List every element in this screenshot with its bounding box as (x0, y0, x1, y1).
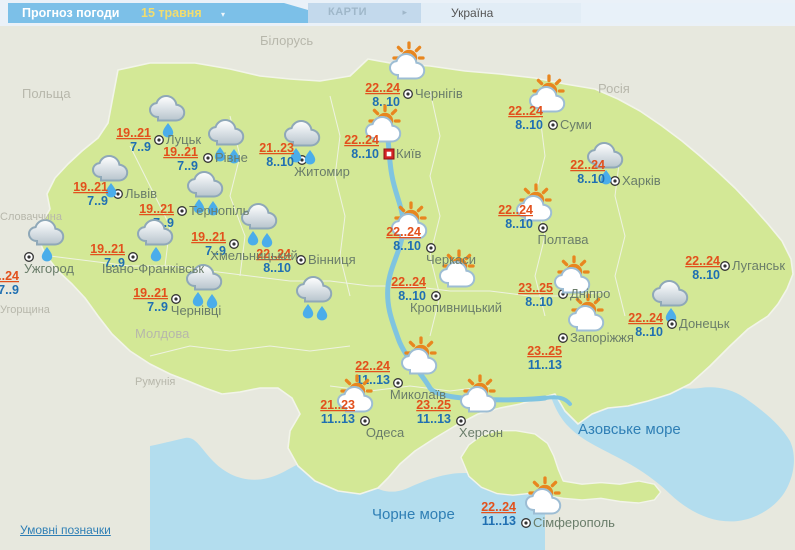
svg-text:11..13: 11..13 (528, 358, 562, 372)
svg-text:19..21: 19..21 (133, 286, 168, 300)
svg-text:19..21: 19..21 (90, 242, 125, 256)
svg-text:8..10: 8..10 (515, 118, 543, 132)
svg-text:22..24: 22..24 (628, 311, 663, 325)
svg-text:8..10: 8..10 (577, 172, 605, 186)
svg-text:22..24: 22..24 (391, 275, 426, 289)
svg-text:22..24: 22..24 (685, 254, 720, 268)
svg-text:22..24: 22..24 (508, 104, 543, 118)
svg-text:22..24: 22..24 (481, 500, 516, 514)
svg-text:7..9: 7..9 (177, 159, 198, 173)
svg-text:8..10: 8..10 (505, 217, 533, 231)
svg-text:23..25: 23..25 (518, 281, 553, 295)
svg-text:7..9: 7..9 (0, 283, 19, 297)
svg-text:22..24: 22..24 (355, 359, 390, 373)
svg-text:7..9: 7..9 (130, 140, 151, 154)
svg-text:8..10: 8..10 (635, 325, 663, 339)
svg-text:19..21: 19..21 (116, 126, 151, 140)
svg-text:8..10: 8..10 (393, 239, 421, 253)
svg-text:8..10: 8..10 (263, 261, 291, 275)
svg-text:8..10: 8..10 (525, 295, 553, 309)
svg-text:8..10: 8..10 (351, 147, 379, 161)
svg-text:22..24: 22..24 (344, 133, 379, 147)
svg-text:22..24: 22..24 (570, 158, 605, 172)
svg-text:22..24: 22..24 (386, 225, 421, 239)
svg-text:19..21: 19..21 (163, 145, 198, 159)
svg-text:19..21: 19..21 (73, 180, 108, 194)
svg-text:11..13: 11..13 (482, 514, 516, 528)
svg-text:19..21: 19..21 (191, 230, 226, 244)
svg-text:8..10: 8..10 (692, 268, 720, 282)
svg-text:7..9: 7..9 (87, 194, 108, 208)
svg-text:11..13: 11..13 (321, 412, 355, 426)
svg-text:23..25: 23..25 (527, 344, 562, 358)
svg-text:22..24: 22..24 (498, 203, 533, 217)
svg-text:11..13: 11..13 (417, 412, 451, 426)
svg-text:19..21: 19..21 (139, 202, 174, 216)
svg-text:21..23: 21..23 (259, 141, 294, 155)
svg-text:22..24: 22..24 (365, 81, 400, 95)
svg-text:21..23: 21..23 (320, 398, 355, 412)
